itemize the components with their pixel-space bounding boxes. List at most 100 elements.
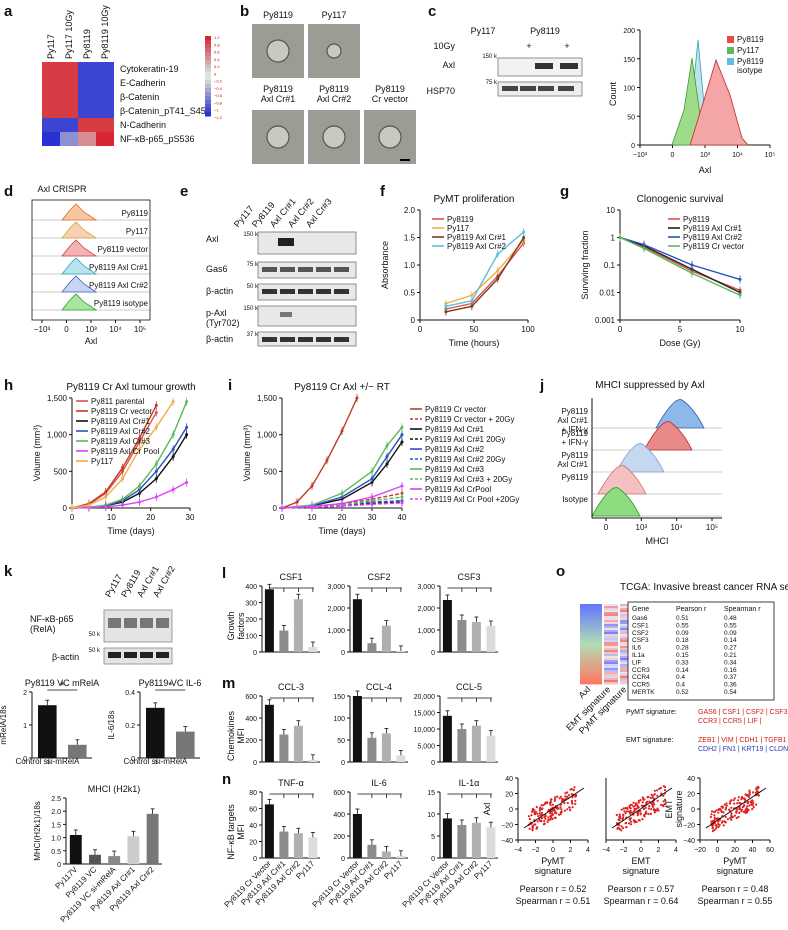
bar (293, 833, 303, 858)
scale-tick-label: −1.2 (214, 115, 223, 120)
heatmap-row-label: NF-κB-p65_pS536 (120, 134, 195, 144)
legend-label: Py8119 Axl Cr#1 (683, 224, 743, 233)
data-point (137, 436, 141, 440)
heatmap-signature-step (620, 630, 634, 633)
scatter-point (722, 824, 725, 827)
scatter-point (733, 814, 737, 817)
table-cell: 0.54 (724, 689, 737, 696)
scatter-point (636, 814, 639, 817)
scatter-point (535, 827, 538, 830)
scatter-point (554, 796, 557, 799)
scatter-point (625, 826, 628, 829)
panel-title: TCGA: Invasive breast cancer RNA seq (620, 582, 788, 593)
cell-spheroid (266, 125, 290, 149)
scatter-point (660, 803, 663, 807)
scatter-point (553, 799, 556, 803)
scatter-point (730, 818, 733, 821)
heatmap-signature-step (604, 610, 618, 613)
scatter-point (747, 794, 750, 797)
data-point (400, 425, 404, 429)
scatter-point (569, 809, 572, 812)
scatter-point (754, 791, 758, 794)
text-line: factors (236, 612, 246, 640)
y-tick-label: 5 (431, 834, 435, 841)
data-point (370, 502, 374, 506)
y-tick-label: 500 (54, 467, 68, 476)
heatmap-axl-step (580, 606, 602, 609)
data-point (121, 466, 125, 470)
text-line: PyMT (541, 856, 565, 866)
heatmap-cell (78, 132, 96, 146)
bar (264, 704, 274, 762)
heatmap-cell (78, 76, 96, 90)
heatmap-axl-step (580, 654, 602, 657)
data-point (171, 447, 175, 451)
scatter-point (649, 812, 653, 816)
heatmap-axl-step (580, 608, 602, 611)
text-line: Chemokines (226, 710, 236, 761)
row-label: NF-κB-p65 (RelA) (30, 614, 74, 634)
x-tick-label: 40 (749, 847, 757, 854)
scatter-point (549, 818, 552, 821)
bar (68, 744, 87, 758)
heatmap-signature-step (604, 656, 618, 659)
x-tick-label: 10⁵ (706, 523, 718, 532)
heatmap-signature-step (620, 616, 634, 619)
table-cell: 0.09 (676, 630, 689, 637)
scatter-point (652, 808, 656, 811)
series-line (619, 236, 741, 296)
table-cell: CCR5 (632, 682, 650, 689)
bar (308, 647, 318, 652)
heatmap-signature-step (620, 608, 634, 611)
y-tick-label: 20 (687, 792, 695, 799)
x-tick-label: 100 (521, 325, 535, 334)
chart-title: Py8119 VC mRelA (25, 678, 99, 688)
scale-step (205, 76, 211, 81)
micrograph-label: Py117 (322, 10, 347, 20)
mw-marker: 37 k (247, 332, 259, 338)
data-point (154, 425, 158, 429)
scatter-point (540, 816, 544, 820)
scatter-point (630, 820, 633, 823)
x-tick-label: −2 (620, 847, 628, 854)
scatter-point (751, 807, 754, 811)
data-point (370, 495, 374, 499)
table-cell: CCR4 (632, 674, 650, 681)
row-label: Gas6 (206, 264, 228, 274)
scatter-point (572, 789, 576, 792)
scatter-point (715, 825, 719, 828)
legend-label: Py117 (447, 224, 470, 233)
x-tick-label: −10³ (633, 152, 648, 159)
text-line: Axl Cr#1 (557, 460, 588, 469)
category-label: Control si (124, 757, 158, 766)
heatmap-cell (78, 118, 96, 132)
scatter-point (550, 798, 553, 801)
x-tick-label: 10⁴ (670, 523, 683, 532)
x-axis-label: Time (days) (107, 526, 154, 536)
heatmap-signature-step (620, 662, 634, 665)
bar (396, 650, 406, 652)
heatmap-signature-step (604, 680, 618, 683)
series-line (71, 481, 187, 509)
y-axis-label: Surviving fraction (580, 230, 590, 299)
heatmap-signature-step (620, 628, 634, 631)
scatter-point (653, 811, 656, 814)
scatter-point (574, 799, 577, 803)
y-tick-label: 0 (57, 862, 61, 869)
text-line: Py8119 (319, 84, 349, 94)
scatter-point (543, 820, 546, 823)
text-line: NF-κB targets (226, 804, 236, 860)
category-label: si-mRelA (47, 757, 80, 766)
data-point (690, 271, 694, 275)
scatter-point (720, 805, 723, 808)
scale-step (205, 96, 211, 101)
bar (279, 831, 289, 858)
scatter-point (551, 812, 554, 815)
heatmap-axl-step (580, 642, 602, 645)
panel-letter: f (380, 183, 386, 200)
scatter-point (752, 791, 755, 794)
y-tick-label: 500 (264, 467, 278, 476)
scatter-point (736, 802, 739, 805)
panel-letter: i (228, 377, 232, 394)
